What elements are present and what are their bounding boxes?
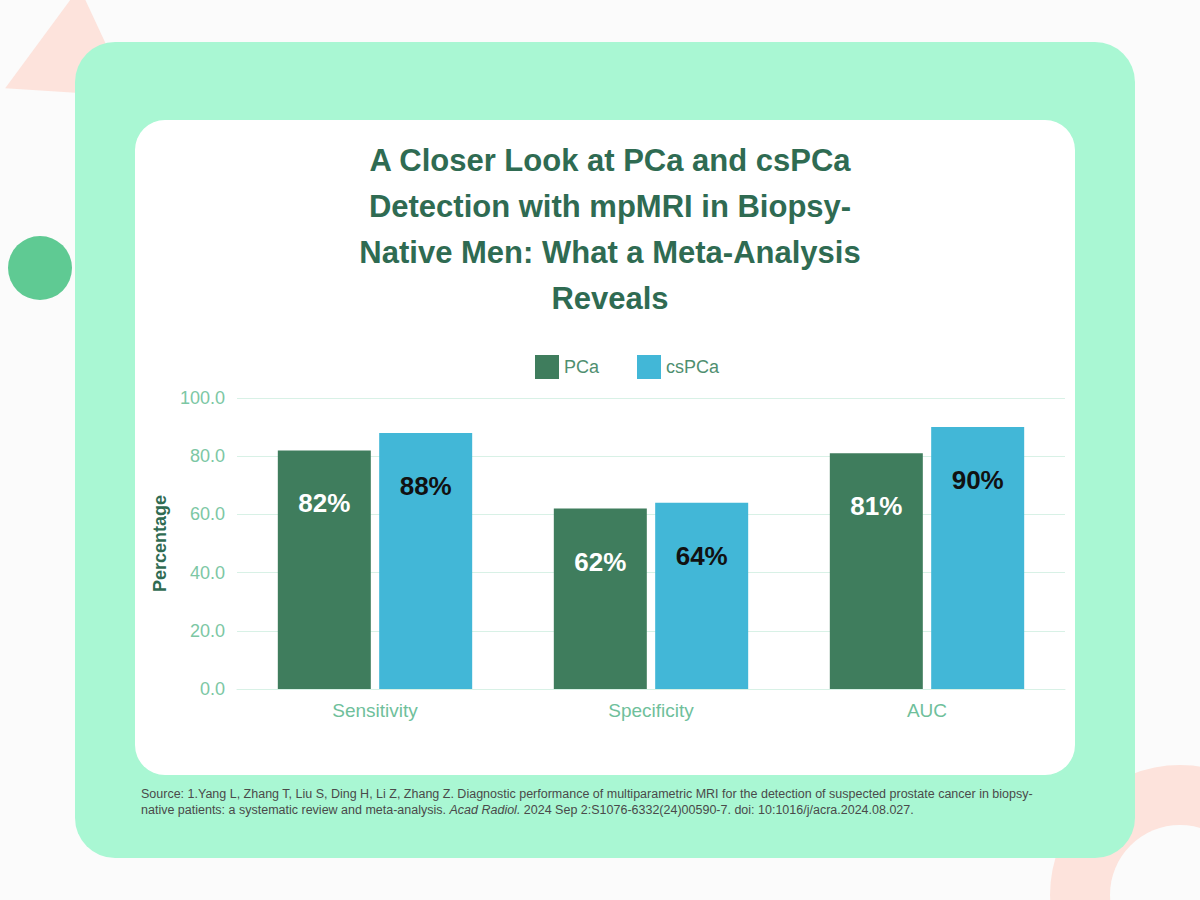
svg-text:AUC: AUC [907,700,947,721]
svg-text:60.0: 60.0 [190,504,225,524]
svg-text:A Closer Look at PCa and csPCa: A Closer Look at PCa and csPCa [369,143,851,178]
svg-text:Detection with mpMRI in Biopsy: Detection with mpMRI in Biopsy- [369,189,851,224]
html-text:Source: 1.Yang L, Zhang T, Liu: Source: 1.Yang L, Zhang T, Liu S, Ding H… [141,787,1033,817]
svg-text:Specificity: Specificity [608,700,694,721]
svg-text:82%: 82% [298,488,350,518]
svg-text:Reveals: Reveals [551,281,668,316]
svg-text:Sensitivity: Sensitivity [332,700,418,721]
svg-text:csPCa: csPCa [666,357,720,377]
svg-text:100.0: 100.0 [180,388,225,408]
svg-text:Native Men: What a Meta-Analys: Native Men: What a Meta-Analysis [359,235,860,270]
svg-text:62%: 62% [574,547,626,577]
svg-text:88%: 88% [400,471,452,501]
svg-text:64%: 64% [676,541,728,571]
svg-text:40.0: 40.0 [190,563,225,583]
svg-text:90%: 90% [952,465,1004,495]
svg-text:81%: 81% [850,491,902,521]
svg-text:Percentage: Percentage [150,495,170,592]
svg-text:0.0: 0.0 [200,679,225,699]
svg-text:PCa: PCa [564,357,600,377]
svg-text:20.0: 20.0 [190,621,225,641]
svg-text:80.0: 80.0 [190,446,225,466]
